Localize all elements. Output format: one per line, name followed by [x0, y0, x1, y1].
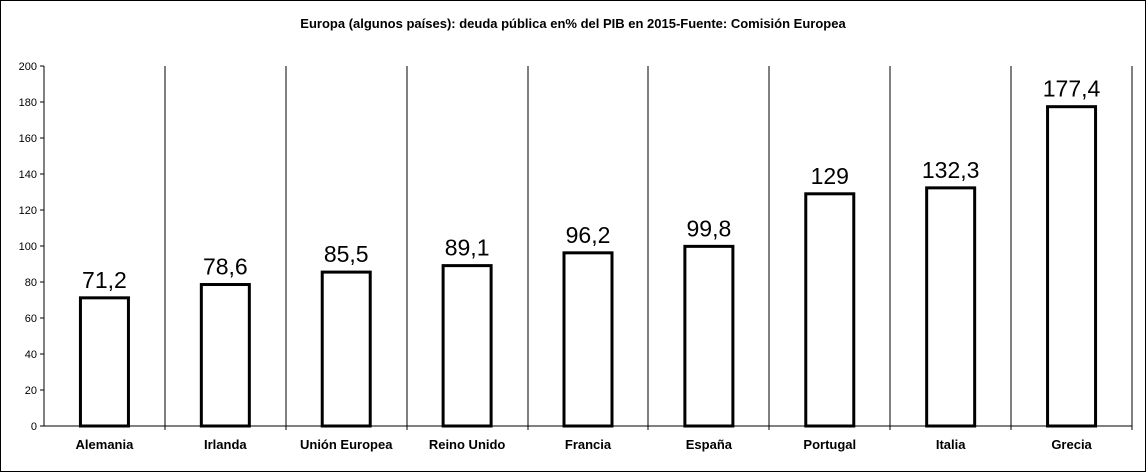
data-label: 132,3	[922, 157, 980, 183]
data-label: 85,5	[324, 241, 369, 267]
bar	[320, 270, 372, 428]
bar	[78, 296, 130, 428]
data-label: 99,8	[687, 215, 732, 241]
category-label: Grecia	[1051, 437, 1092, 452]
y-tick-label: 120	[19, 205, 37, 217]
category-label: Francia	[565, 437, 612, 452]
y-tick-label: 40	[25, 349, 37, 361]
category-label: Unión Europea	[300, 437, 393, 452]
y-tick-label: 60	[25, 313, 37, 325]
category-label: Portugal	[803, 437, 856, 452]
bar	[683, 244, 735, 428]
data-label: 78,6	[203, 254, 248, 280]
y-tick-label: 0	[31, 421, 37, 433]
y-tick-label: 80	[25, 277, 37, 289]
y-tick-label: 100	[19, 241, 37, 253]
data-label: 71,2	[82, 267, 127, 293]
y-tick-label: 140	[19, 169, 37, 181]
category-label: Irlanda	[204, 437, 247, 452]
bar	[804, 192, 856, 428]
data-label: 89,1	[445, 235, 490, 261]
y-tick-label: 160	[19, 133, 37, 145]
bar	[441, 264, 493, 428]
category-label: Reino Unido	[429, 437, 506, 452]
chart-title: Europa (algunos países): deuda pública e…	[300, 16, 846, 31]
y-tick-label: 180	[19, 97, 37, 109]
bar	[199, 283, 251, 428]
y-tick-label: 200	[19, 61, 37, 73]
data-label: 96,2	[566, 222, 611, 248]
category-label: Italia	[936, 437, 966, 452]
category-label: Alemania	[76, 437, 135, 452]
data-label: 129	[811, 163, 849, 189]
category-label: España	[686, 437, 733, 452]
bar	[1046, 105, 1098, 428]
y-tick-label: 20	[25, 385, 37, 397]
data-label: 177,4	[1043, 76, 1101, 102]
bar	[925, 186, 977, 428]
bar	[562, 251, 614, 428]
